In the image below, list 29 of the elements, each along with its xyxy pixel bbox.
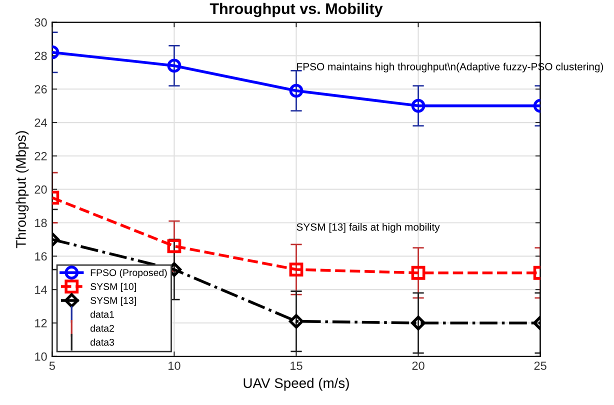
y-tick-label: 14	[35, 286, 47, 294]
legend-label: data1	[90, 310, 114, 318]
point	[288, 314, 304, 329]
y-tick-label: 30	[34, 18, 47, 27]
legend-label: FPSO (Proposed)	[90, 268, 167, 278]
y-tick-label: 26	[34, 85, 47, 94]
annotation: SYSM [13] fails at high mobility	[296, 223, 440, 233]
y-tick-label: 10	[35, 352, 47, 361]
point	[289, 262, 304, 276]
x-tick-label: 25	[534, 362, 546, 370]
y-tick-label: 24	[34, 118, 47, 127]
y-tick-label: 28	[34, 52, 47, 60]
point	[289, 84, 304, 98]
x-tick-label: 20	[412, 362, 424, 370]
y-axis-title: Throughput (Mbps)	[16, 131, 29, 248]
y-tick-label: 20	[34, 185, 47, 194]
y-tick-label: 16	[35, 252, 47, 261]
y-tick-label: 18	[35, 218, 47, 228]
legend-label: SYSM [10]	[90, 282, 136, 292]
legend-label: data3	[90, 338, 114, 346]
x-tick-label: 5	[49, 362, 55, 370]
legend-label: SYSM [13]	[90, 296, 136, 306]
x-tick-label: 15	[290, 362, 302, 370]
y-tick-label: 12	[35, 319, 47, 328]
x-axis-title: UAV Speed (m/s)	[244, 378, 349, 391]
x-tick-label: 10	[168, 362, 180, 370]
chart-title: Throughput vs. Mobility	[210, 2, 383, 18]
legend-label: data2	[90, 324, 114, 332]
y-tick-label: 22	[34, 152, 47, 160]
